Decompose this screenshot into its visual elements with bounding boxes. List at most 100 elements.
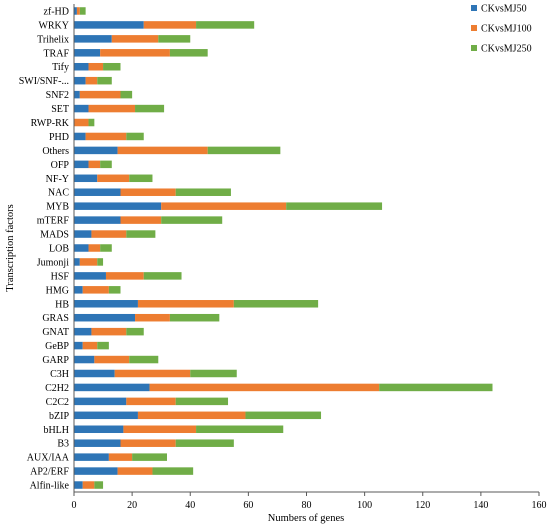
legend-swatch	[471, 45, 477, 51]
bar-2	[82, 481, 95, 489]
bar-2	[88, 160, 101, 169]
bar-1	[74, 369, 115, 378]
x-tick-label: 120	[415, 500, 430, 511]
bar-3	[190, 369, 237, 378]
bar-3	[126, 132, 144, 141]
bar-1	[74, 453, 109, 461]
legend-swatch	[471, 25, 477, 31]
category-label: Jumonji	[37, 257, 69, 268]
bar-1	[74, 467, 118, 475]
bar-2	[120, 188, 176, 196]
bar-2	[97, 174, 130, 183]
category-label: MADS	[40, 230, 69, 241]
bar-2	[126, 397, 176, 406]
bar-2	[117, 467, 153, 475]
x-tick-label: 60	[243, 500, 253, 511]
bar-2	[123, 425, 197, 434]
bar-2	[76, 7, 80, 15]
bar-2	[149, 383, 380, 392]
category-label: AUX/IAA	[27, 453, 70, 464]
bar-2	[135, 313, 170, 322]
bar-3	[175, 188, 231, 196]
bar-1	[74, 397, 127, 406]
bar-1	[74, 439, 121, 447]
bar-2	[79, 90, 121, 99]
bar-3	[143, 272, 182, 280]
bar-3	[79, 7, 86, 15]
bar-2	[114, 369, 191, 378]
legend: CKvsMJ50 CKvsMJ100 CKvsMJ250	[471, 4, 532, 55]
bar-1	[74, 202, 162, 210]
bar-1	[74, 188, 121, 196]
x-axis-label: Numbers of genes	[268, 513, 344, 524]
legend-label: CKvsMJ100	[481, 24, 532, 35]
bar-1	[74, 313, 136, 322]
bar-2	[74, 118, 89, 127]
category-label: C2H2	[45, 383, 69, 394]
legend-swatch	[471, 5, 477, 11]
bar-1	[74, 21, 144, 29]
bar-3	[120, 90, 133, 99]
category-label: SET	[51, 104, 69, 115]
category-label: OFP	[51, 160, 70, 171]
bar-1	[74, 216, 121, 224]
category-label: LOB	[49, 244, 69, 255]
category-label: Tify	[52, 62, 69, 73]
bar-3	[169, 49, 208, 57]
category-labels: zf-HD WRKY Trihelix TRAF Tify SWI/SNF-... SNF2…	[19, 6, 70, 491]
bar-1	[74, 104, 89, 113]
bar-3	[233, 300, 319, 308]
category-label: HB	[55, 299, 69, 310]
bar-1	[74, 90, 80, 99]
bar-3	[161, 216, 223, 224]
bar-1	[74, 76, 86, 85]
bar-1	[74, 7, 77, 15]
category-label: NF-Y	[46, 174, 69, 185]
bar-2	[88, 62, 104, 71]
category-label: bHLH	[43, 425, 69, 436]
bar-3	[158, 35, 191, 43]
category-label: RWP-RK	[31, 118, 70, 129]
bar-3	[175, 397, 229, 406]
category-label: zf-HD	[43, 6, 69, 17]
legend-label: CKvsMJ250	[481, 44, 532, 55]
bar-2	[85, 132, 127, 141]
category-label: C2C2	[46, 397, 69, 408]
category-label: B3	[57, 439, 69, 450]
bar-3	[97, 76, 112, 85]
bar-1	[74, 244, 89, 252]
bar-1	[74, 146, 118, 155]
bar-2	[108, 453, 133, 461]
category-label: GRAS	[42, 313, 69, 324]
x-tick-label: 80	[302, 500, 312, 511]
bar-1	[74, 160, 89, 169]
bar-3	[97, 341, 109, 350]
category-label: Others	[42, 146, 69, 157]
x-tick-label: 40	[185, 500, 195, 511]
bar-3	[152, 467, 194, 475]
bar-2	[120, 216, 162, 224]
bar-3	[126, 230, 156, 238]
bar-2	[120, 439, 176, 447]
bar-1	[74, 300, 138, 308]
bar-3	[245, 411, 322, 420]
category-label: Trihelix	[37, 34, 69, 45]
category-label: PHD	[49, 132, 69, 143]
bar-2	[91, 327, 127, 336]
bar-1	[74, 132, 86, 141]
bar-2	[143, 21, 197, 29]
category-label: bZIP	[49, 411, 69, 422]
x-tick-label: 20	[127, 500, 137, 511]
bar-1	[74, 49, 101, 57]
bar-3	[175, 439, 234, 447]
bar-3	[126, 327, 144, 336]
bar-2	[79, 258, 98, 266]
bar-3	[169, 313, 220, 322]
bar-2	[117, 146, 208, 155]
bar-3	[286, 202, 383, 210]
category-label: MYB	[46, 202, 69, 213]
bar-1	[74, 62, 89, 71]
bar-1	[74, 425, 124, 434]
category-label: AP2/ERF	[30, 467, 69, 478]
